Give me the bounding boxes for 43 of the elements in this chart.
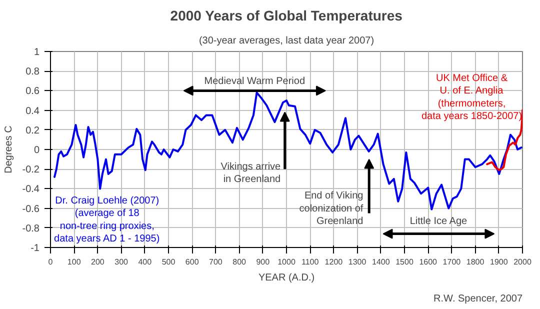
chart-subtitle: (30-year averages, last data year 2007)	[198, 36, 374, 46]
annotation: Vikings arrive in Greenland	[220, 161, 282, 185]
x-tick-label: 900	[256, 258, 270, 266]
y-tick-label: -1	[30, 243, 40, 254]
x-tick-label: 300	[114, 258, 129, 266]
x-tick-label: 800	[232, 258, 247, 266]
y-tick-label: 0.2	[26, 125, 40, 136]
x-tick-label: 1100	[302, 258, 320, 266]
y-tick-label: 0.8	[26, 66, 40, 78]
y-tick-label: 1	[34, 47, 40, 58]
x-tick-label: 600	[185, 258, 200, 266]
x-tick-label: 0	[48, 258, 54, 266]
chart-title: 2000 Years of Global Temperatures	[170, 8, 403, 24]
x-tick-label: 1000	[278, 258, 296, 266]
x-tick-label: 1900	[490, 258, 508, 266]
y-tick-label: 0.6	[26, 86, 40, 98]
x-tick-label: 1600	[419, 258, 438, 266]
x-tick-label: 100	[67, 258, 82, 266]
series-label: UK Met Office & U. of E. Anglia (thermometers, data years 1850-2007)	[421, 73, 522, 122]
x-tick-label: 1400	[372, 258, 390, 266]
x-tick-label: 700	[209, 258, 223, 266]
x-tick-label: 1800	[466, 258, 485, 266]
y-tick-label: 0.4	[26, 106, 40, 117]
x-tick-label: 1700	[442, 258, 462, 266]
y-tick-label: -0.8	[22, 223, 40, 234]
y-tick-label: -0.4	[22, 184, 40, 196]
y-axis-title: Degrees C	[3, 126, 14, 174]
x-tick-label: 400	[138, 258, 152, 266]
x-tick-label: 2000	[514, 258, 532, 266]
series-label: Dr. Craig Loehle (2007) (average of 18 non-tree ring proxies, data years AD 1 - 1995)	[54, 196, 160, 245]
x-axis-title: YEAR (A.D.)	[258, 272, 315, 284]
annotation: Little Ice Age	[410, 216, 468, 227]
y-tick-label: -0.6	[22, 204, 40, 215]
x-tick-label: 200	[91, 258, 105, 266]
y-tick-label: -0.2	[22, 164, 40, 176]
text: R.W. Spencer, 2007	[434, 294, 523, 304]
x-tick-label: 1300	[348, 258, 367, 266]
annotation: End of Viking colonization of Greenland	[299, 190, 364, 227]
x-tick-label: 1500	[396, 258, 414, 266]
y-tick-label: 0	[34, 145, 40, 156]
x-tick-label: 500	[162, 258, 176, 266]
annotation: Medieval Warm Period	[204, 76, 306, 87]
x-tick-label: 1200	[324, 258, 344, 266]
